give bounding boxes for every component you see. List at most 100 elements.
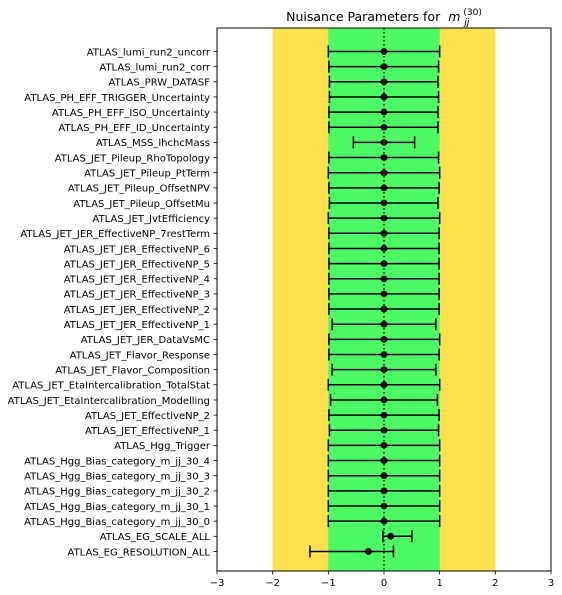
data-point	[380, 260, 388, 267]
parameter-mark	[327, 166, 441, 179]
y-tick-label: ATLAS_JET_JER_EffectiveNP_5	[64, 259, 210, 270]
y-tick-label: ATLAS_JET_EffectiveNP_1	[85, 426, 210, 437]
parameter-mark	[328, 60, 440, 73]
y-tick-label: ATLAS_PH_EFF_ISO_Uncertainty	[52, 108, 210, 119]
y-tick-label: ATLAS_JET_Pileup_PtTerm	[84, 169, 210, 180]
x-axis: −3 −2 −1 0 1 2 3	[210, 571, 554, 589]
parameter-mark	[328, 272, 440, 285]
data-marks	[309, 45, 441, 558]
parameter-mark	[327, 469, 441, 482]
parameter-mark	[328, 257, 440, 270]
data-point	[380, 290, 388, 298]
y-tick-label: ATLAS_JET_JER_EffectiveNP_6	[64, 244, 210, 255]
x-tick-label: 2	[492, 578, 498, 589]
data-point	[380, 108, 388, 116]
data-point	[380, 275, 388, 283]
data-point	[380, 214, 388, 222]
parameter-mark	[331, 363, 437, 376]
data-point	[380, 184, 388, 192]
parameter-mark	[328, 303, 440, 316]
parameter-mark	[328, 106, 439, 119]
y-tick-label: ATLAS_JET_JER_EffectiveNP_1	[64, 320, 210, 331]
y-tick-label: ATLAS_EG_SCALE_ALL	[100, 532, 211, 543]
data-point	[380, 305, 388, 313]
data-point	[380, 48, 388, 55]
y-axis: ATLAS_lumi_run2_uncorr ATLAS_lumi_run2_co…	[8, 47, 217, 558]
parameter-mark	[327, 454, 441, 467]
y-tick-label: ATLAS_JET_JER_DataVsMC	[81, 335, 210, 346]
parameter-mark	[328, 424, 440, 437]
parameter-mark	[309, 545, 395, 558]
parameter-mark	[327, 212, 441, 225]
title-math-sub: jj	[462, 18, 470, 28]
data-point	[380, 426, 388, 434]
parameter-mark	[328, 151, 440, 164]
y-tick-label: ATLAS_Hgg_Bias_category_m_jj_30_1	[24, 502, 210, 513]
data-point	[380, 502, 388, 510]
parameter-mark	[328, 348, 440, 361]
data-point	[380, 154, 388, 161]
data-point	[380, 139, 388, 146]
y-tick-label: ATLAS_JET_JER_EffectiveNP_2	[64, 305, 210, 316]
parameter-mark	[328, 409, 440, 422]
parameter-mark	[331, 318, 437, 331]
data-point	[380, 335, 388, 343]
data-point	[380, 63, 388, 71]
parameter-mark	[329, 393, 439, 406]
parameter-mark	[327, 378, 441, 391]
parameter-mark	[327, 439, 441, 452]
title-math-sup: (30)	[463, 8, 481, 18]
data-point	[380, 229, 388, 237]
data-point	[380, 123, 388, 131]
y-tick-label: ATLAS_JET_EtaIntercalibration_TotalStat	[12, 381, 210, 392]
y-tick-label: ATLAS_Hgg_Bias_category_m_jj_30_3	[24, 472, 210, 483]
y-tick-label: ATLAS_JET_JER_EffectiveNP_4	[64, 275, 210, 286]
y-tick-label: ATLAS_JET_JER_EffectiveNP_3	[64, 290, 210, 301]
parameter-mark	[382, 530, 413, 543]
y-tick-label: ATLAS_JET_Flavor_Composition	[55, 365, 210, 376]
y-tick-label: ATLAS_JET_Pileup_OffsetNPV	[68, 184, 210, 195]
data-point	[387, 532, 395, 540]
parameter-mark	[327, 45, 441, 58]
data-point	[380, 487, 388, 495]
data-point	[380, 517, 388, 525]
y-tick-label: ATLAS_PH_EFF_TRIGGER_Uncertainty	[24, 93, 210, 104]
x-tick-label: 3	[548, 578, 554, 589]
x-tick-label: 1	[436, 578, 442, 589]
parameter-mark	[328, 121, 439, 134]
parameter-mark	[328, 287, 440, 300]
parameter-mark	[328, 227, 440, 240]
y-tick-label: ATLAS_EG_RESOLUTION_ALL	[68, 547, 211, 558]
data-point	[380, 78, 388, 86]
parameter-mark	[327, 515, 441, 528]
y-tick-label: ATLAS_JET_EffectiveNP_2	[85, 411, 210, 422]
data-point	[380, 351, 388, 358]
parameter-mark	[328, 333, 441, 346]
chart-title: Nuisance Parameters for m jj (30)	[286, 8, 482, 28]
plot-area	[216, 27, 552, 572]
data-point	[380, 396, 388, 404]
y-tick-label: ATLAS_Hgg_Bias_category_m_jj_30_0	[24, 517, 210, 528]
y-tick-label: ATLAS_JET_Pileup_RhoTopology	[55, 153, 210, 164]
y-tick-label: ATLAS_MSS_lhchcMass	[96, 138, 210, 149]
title-math-base: m	[448, 9, 460, 24]
data-point	[380, 411, 388, 419]
data-point	[380, 366, 388, 374]
parameter-mark	[327, 500, 441, 512]
y-tick-label: ATLAS_JET_Pileup_OffsetMu	[73, 199, 210, 210]
y-tick-label: ATLAS_JET_Flavor_Response	[70, 350, 210, 361]
data-point	[365, 548, 372, 555]
y-tick-label: ATLAS_Hgg_Bias_category_m_jj_30_4	[24, 456, 210, 467]
y-tick-label: ATLAS_JET_JER_EffectiveNP_7restTerm	[20, 229, 210, 240]
data-point	[380, 381, 388, 389]
parameter-mark	[328, 90, 440, 103]
x-tick-label: −2	[265, 578, 280, 589]
parameter-mark	[328, 242, 440, 255]
data-point	[380, 169, 388, 177]
y-tick-label: ATLAS_JET_EtaIntercalibration_Modelling	[8, 396, 210, 407]
data-point	[380, 93, 388, 101]
parameter-mark	[327, 484, 441, 497]
y-tick-label: ATLAS_Hgg_Trigger	[114, 441, 211, 452]
y-tick-label: ATLAS_PRW_DATASF	[109, 78, 211, 89]
